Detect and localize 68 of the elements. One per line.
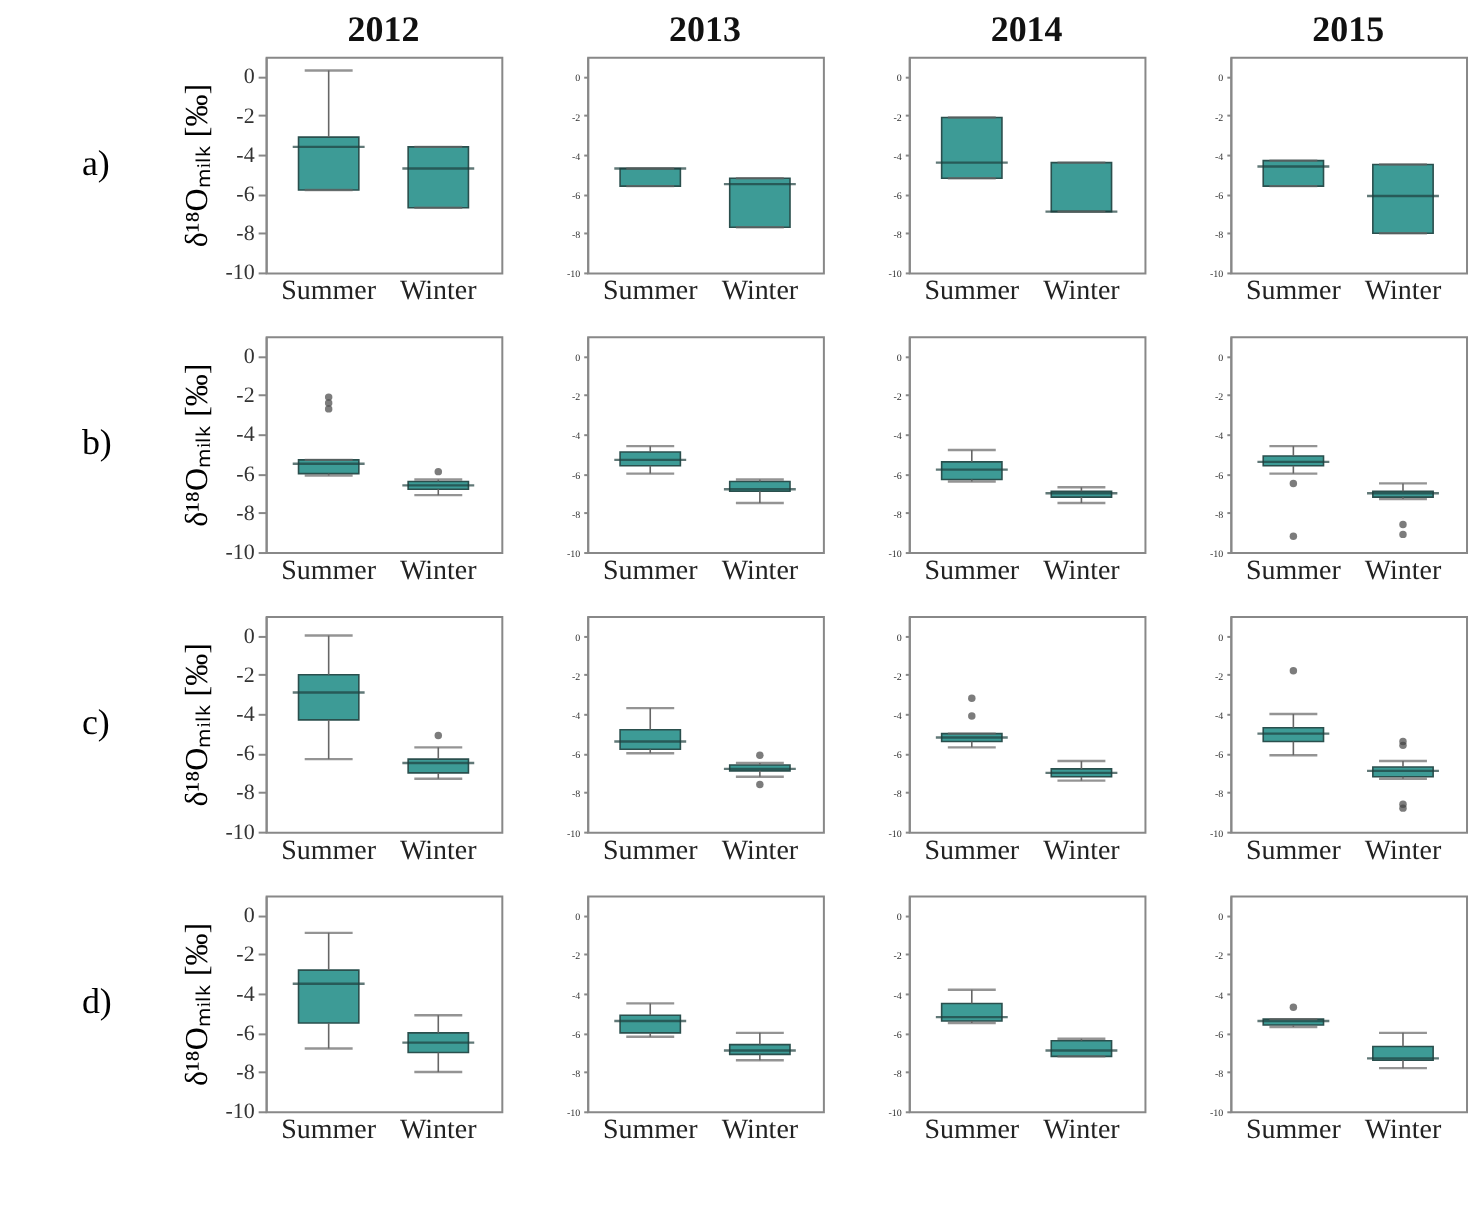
x-tick-label: Winter	[400, 557, 478, 587]
y-axis-title: δ¹⁸Oₘᵢₗₖ [‰]	[181, 83, 216, 248]
x-tick-label: Winter	[400, 277, 478, 308]
x-tick-label: Winter	[1043, 1116, 1121, 1147]
x-tick-label: Summer	[924, 1116, 1020, 1147]
y-tick-label: 0	[243, 624, 256, 649]
x-tick-label: Winter	[400, 836, 478, 867]
y-tick-label: -10	[225, 541, 256, 566]
y-tick-label: -8	[236, 222, 256, 247]
text: b)	[81, 422, 112, 463]
x-tick-label: Winter	[1364, 557, 1442, 587]
y-tick-label: -4	[236, 982, 256, 1007]
y-tick-label: -10	[225, 820, 256, 845]
x-tick-label: Winter	[721, 1116, 799, 1147]
x-tick-label: Winter	[1364, 277, 1442, 308]
x-tick-label: Summer	[281, 277, 377, 308]
y-tick-label: -4	[236, 423, 256, 448]
y-axis-title: δ¹⁸Oₘᵢₗₖ [‰]	[181, 363, 216, 527]
y-tick-label: -10	[225, 1100, 256, 1125]
x-tick-label: Winter	[1043, 277, 1121, 308]
y-tick-label: -2	[236, 943, 255, 968]
chart-title: 2013	[669, 8, 742, 49]
y-tick-label: 0	[243, 904, 256, 929]
y-tick-label: 0	[243, 344, 256, 369]
x-tick-label: Summer	[1246, 1116, 1342, 1147]
y-axis-title: δ¹⁸Oₘᵢₗₖ [‰]	[181, 922, 216, 1087]
x-tick-label: Winter	[721, 836, 799, 867]
y-tick-label: -2	[236, 663, 255, 688]
x-tick-label: Summer	[281, 1116, 377, 1147]
x-tick-label: Summer	[602, 277, 699, 308]
chart-title: 2015	[1312, 8, 1385, 49]
y-tick-label: -8	[236, 1061, 256, 1086]
x-tick-label: Winter	[400, 1116, 478, 1147]
y-tick-label: -8	[236, 501, 256, 526]
x-tick-label: Summer	[1246, 557, 1342, 587]
x-tick-label: Summer	[602, 836, 699, 867]
chart-title: 2012	[347, 8, 420, 49]
y-tick-label: -4	[236, 702, 256, 727]
text: d)	[81, 981, 112, 1022]
x-tick-label: Summer	[602, 557, 699, 587]
x-tick-label: Summer	[281, 557, 377, 587]
x-tick-label: Summer	[924, 836, 1020, 867]
y-tick-label: -4	[236, 143, 256, 168]
chart-title: 2014	[990, 8, 1063, 49]
y-tick-label: -10	[225, 261, 256, 286]
y-axis-title: δ¹⁸Oₘᵢₗₖ [‰]	[181, 643, 216, 807]
text: a)	[81, 142, 110, 183]
y-tick-label: -2	[236, 384, 255, 409]
y-tick-label: -6	[236, 182, 256, 207]
text: c)	[81, 701, 110, 742]
x-tick-label: Summer	[1246, 836, 1342, 867]
x-tick-label: Summer	[1246, 277, 1342, 308]
y-tick-label: -6	[236, 742, 256, 767]
x-tick-label: Summer	[281, 836, 377, 867]
x-tick-label: Winter	[1364, 1116, 1442, 1147]
y-tick-label: 0	[243, 65, 256, 90]
x-tick-label: Winter	[1043, 557, 1121, 587]
x-tick-label: Winter	[721, 557, 799, 587]
x-tick-label: Summer	[924, 557, 1020, 587]
x-tick-label: Summer	[602, 1116, 699, 1147]
x-tick-label: Winter	[1364, 836, 1442, 867]
y-tick-label: -8	[236, 781, 256, 806]
x-tick-label: Winter	[721, 277, 799, 308]
y-tick-label: -6	[236, 1021, 256, 1046]
y-tick-label: -2	[236, 104, 255, 129]
x-tick-label: Summer	[924, 277, 1020, 308]
x-tick-label: Winter	[1043, 836, 1121, 867]
y-tick-label: -6	[236, 462, 256, 487]
